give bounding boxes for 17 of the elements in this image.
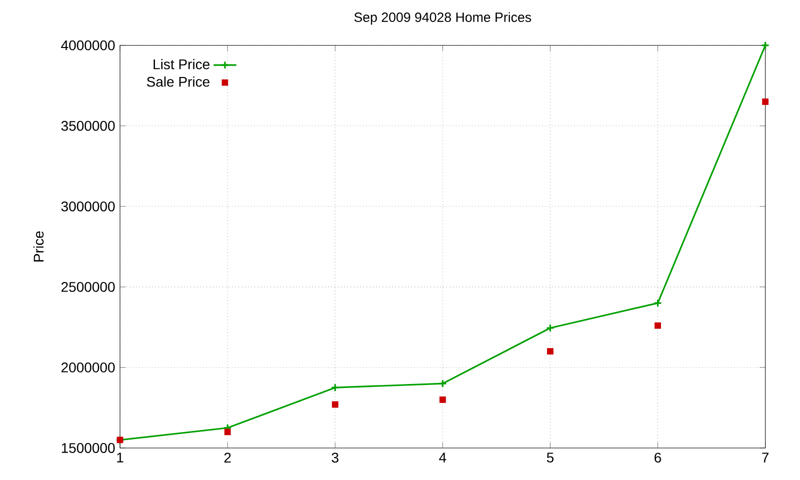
x-tick-label: 7 [762,452,769,462]
y-tick-label: 2000000 [62,362,115,372]
y-tick-label: 2500000 [62,282,115,292]
x-tick-label: 1 [117,452,124,462]
legend-label: Sale Price [146,76,210,87]
x-tick-label: 4 [439,452,446,462]
legend-label: List Price [154,58,210,70]
y-axis-title: Price [33,231,44,262]
x-tick-label: 6 [654,452,662,463]
x-tick-label: 5 [546,452,554,462]
y-tick-label: 3000000 [61,201,115,212]
chart-title: Sep 2009 94028 Home Prices [354,12,532,25]
x-tick-label: 3 [332,452,338,463]
y-tick-label: 4000000 [61,40,115,50]
x-tick-label: 2 [224,452,231,462]
y-tick-label: 3500000 [61,120,115,131]
y-tick-label: 1500000 [62,443,115,453]
